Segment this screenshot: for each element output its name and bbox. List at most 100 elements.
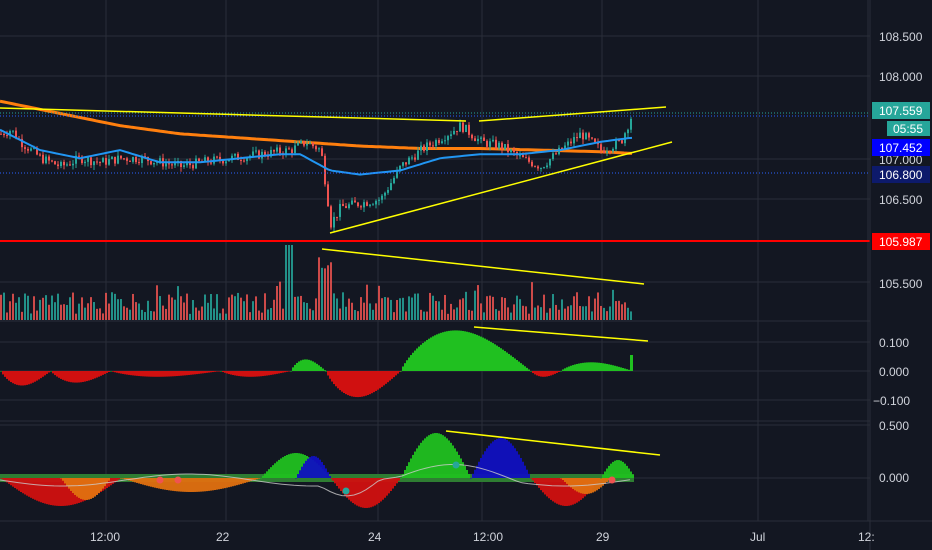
macd-bar <box>570 365 572 371</box>
volume-bar <box>222 308 224 320</box>
macd-bar <box>484 338 486 371</box>
osc-bar <box>544 478 546 495</box>
osc-bar <box>136 478 138 483</box>
candle-body <box>534 166 536 168</box>
macd-bar <box>168 371 170 377</box>
trendline-volume[interactable] <box>321 248 645 285</box>
volume-bar <box>534 307 536 320</box>
macd-bar <box>248 371 250 377</box>
osc-bar <box>568 478 570 486</box>
candle-body <box>426 142 428 151</box>
volume-bar <box>465 291 467 320</box>
candle-body <box>96 161 98 163</box>
volume-bar <box>39 299 41 320</box>
trendline-oscillator[interactable] <box>445 430 661 456</box>
osc-bar <box>606 468 608 478</box>
macd-bar <box>38 371 40 380</box>
volume-bar <box>177 286 179 320</box>
volume-bar <box>33 296 35 320</box>
volume-bar <box>444 294 446 320</box>
volume-bar <box>348 298 350 320</box>
macd-bar <box>200 371 202 374</box>
volume-bar <box>489 295 491 320</box>
candle-body <box>84 161 86 164</box>
osc-bar <box>327 472 329 478</box>
volume-bar <box>579 306 581 320</box>
macd-bar <box>232 371 234 376</box>
osc-bar <box>144 478 146 486</box>
candle-body <box>243 160 245 162</box>
macd-bar <box>416 348 418 371</box>
macd-bar <box>314 362 316 371</box>
macd-bar <box>488 340 490 371</box>
trendline-rising-support[interactable] <box>329 141 673 234</box>
osc-bar <box>606 478 608 482</box>
macd-bar <box>176 371 178 377</box>
volume-bar <box>291 245 293 320</box>
osc-bar <box>170 478 172 491</box>
osc-bar <box>20 478 22 492</box>
candle-body <box>333 216 335 228</box>
candle-body <box>459 122 461 132</box>
volume-bar <box>378 285 380 320</box>
macd-bar <box>540 371 542 377</box>
macd-bar <box>347 371 349 396</box>
osc-bar <box>486 448 488 478</box>
macd-bar <box>480 336 482 371</box>
osc-bar <box>178 478 180 492</box>
macd-bar <box>604 363 606 371</box>
volume-bar <box>231 294 233 320</box>
ma-orange-layer <box>0 99 633 155</box>
osc-bar <box>412 454 414 478</box>
volume-bar <box>276 285 278 320</box>
candle-body <box>174 162 176 166</box>
trendline-top-left[interactable] <box>0 107 467 122</box>
trendlines[interactable] <box>0 106 673 456</box>
osc-bar <box>307 458 309 478</box>
osc-bar <box>150 478 152 487</box>
macd-bar <box>184 371 186 376</box>
candle-body <box>36 147 38 155</box>
volume-bar <box>351 302 353 320</box>
candle-body <box>186 162 188 166</box>
volume-bar <box>387 297 389 320</box>
osc-bar <box>478 461 480 478</box>
candle-body <box>48 156 50 161</box>
macd-bar <box>112 371 114 372</box>
osc-bar <box>364 478 366 508</box>
macd-bar <box>588 362 590 371</box>
macd-bar <box>522 364 524 371</box>
volume-bar <box>243 301 245 320</box>
osc-bar <box>232 478 234 487</box>
osc-bar <box>442 435 444 478</box>
osc-bar <box>18 478 20 491</box>
volume-bar <box>318 257 320 320</box>
osc-bar <box>254 478 256 480</box>
osc-bar <box>390 478 392 492</box>
macd-bar <box>530 371 532 372</box>
macd-bar <box>256 371 258 377</box>
trendline-top-right[interactable] <box>478 106 667 122</box>
candle-body <box>150 161 152 165</box>
volume-bar <box>93 302 95 320</box>
osc-bar <box>90 478 92 499</box>
volume-bar <box>312 310 314 320</box>
macd-bar <box>246 371 248 377</box>
volume-bar <box>363 302 365 320</box>
macd-bar <box>496 345 498 371</box>
macd-bar <box>180 371 182 376</box>
axis-labels: 108.500 108.000 107.000 106.500 105.500 … <box>90 30 923 544</box>
macd-bar <box>422 343 424 371</box>
osc-bar <box>134 478 136 483</box>
candle-body <box>210 162 212 164</box>
macd-bar <box>464 331 466 371</box>
macd-bar <box>410 355 412 371</box>
macd-bar <box>44 371 46 376</box>
trendline-macd[interactable] <box>473 326 649 342</box>
osc-bar <box>570 478 572 506</box>
osc-bar <box>444 436 446 478</box>
candle-body <box>324 155 326 185</box>
macd-bar <box>630 355 633 371</box>
osc-bar <box>24 478 26 495</box>
